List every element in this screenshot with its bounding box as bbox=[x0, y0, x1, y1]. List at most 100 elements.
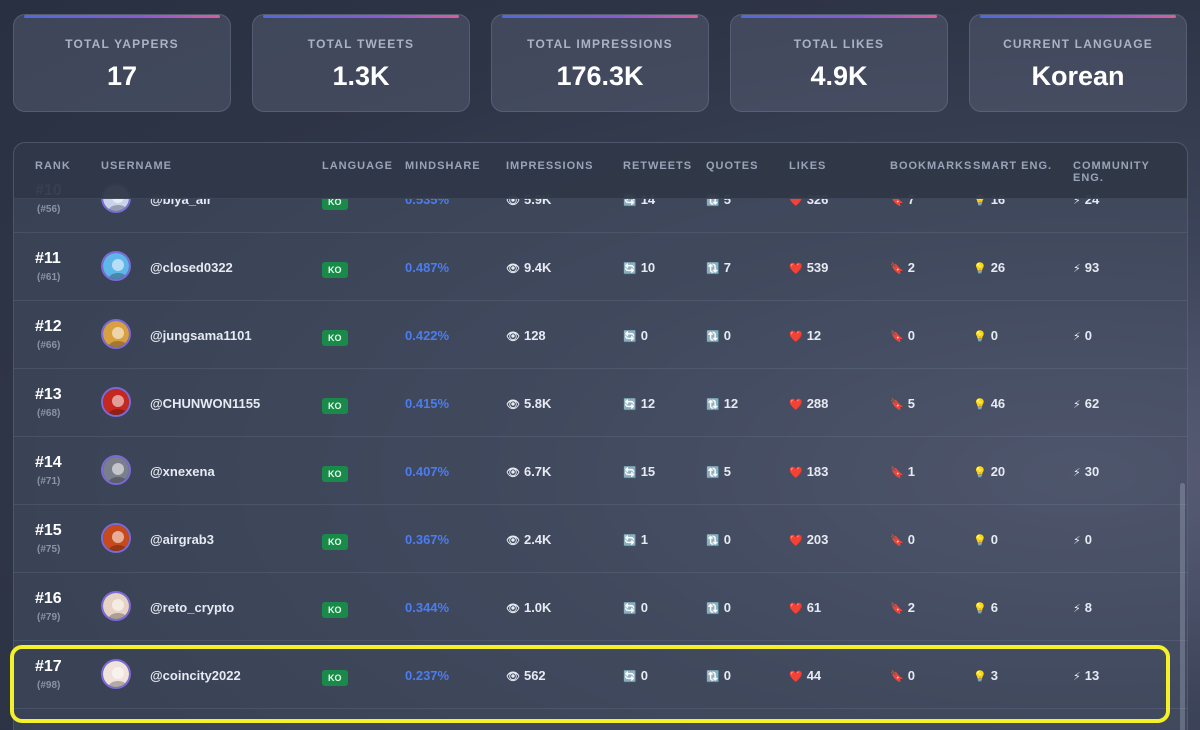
retweets-cell: 🔄 1 bbox=[623, 532, 648, 547]
column-header-community-line1: COMMUNITY bbox=[1073, 160, 1150, 172]
likes-cell-value: 539 bbox=[806, 260, 829, 275]
community-eng-cell: ⚡ 0 bbox=[1073, 532, 1092, 547]
stat-value: 17 bbox=[106, 61, 138, 91]
retweets-cell-value: 0 bbox=[640, 668, 648, 683]
smart-icon: 💡 bbox=[973, 467, 987, 479]
likes-cell: ❤️ 288 bbox=[789, 396, 828, 411]
community-eng-cell-value: 13 bbox=[1084, 668, 1100, 683]
column-header-likes[interactable]: LIKES bbox=[789, 160, 827, 172]
likes-cell-value: 44 bbox=[806, 668, 822, 683]
username-link[interactable]: @jungsama1101 bbox=[150, 328, 252, 343]
table-header: RANK USERNAME LANGUAGE MINDSHARE IMPRESS… bbox=[14, 143, 1187, 199]
impressions-icon: 👁 bbox=[506, 535, 520, 547]
table-row[interactable]: #13 (#68) @CHUNWON1155 KO 0.415% 👁 5.8K 🔄 12 🔃 12 ❤… bbox=[14, 369, 1187, 437]
likes-icon: ❤️ bbox=[789, 671, 803, 683]
retweets-cell: 🔄 0 bbox=[623, 668, 648, 683]
avatar[interactable] bbox=[101, 523, 131, 553]
smart-eng-cell: 💡 20 bbox=[973, 464, 1005, 479]
retweets-icon: 🔄 bbox=[623, 535, 637, 547]
global-rank-value: (#61) bbox=[37, 272, 61, 283]
username-link[interactable]: @reto_crypto bbox=[150, 600, 235, 615]
stat-card-total-likes: TOTAL LIKES 4.9K bbox=[730, 14, 948, 112]
quotes-cell-value: 0 bbox=[723, 668, 731, 683]
global-rank-value: (#98) bbox=[37, 680, 61, 691]
smart-eng-cell-value: 26 bbox=[990, 260, 1006, 275]
username-link[interactable]: @xnexena bbox=[150, 464, 215, 479]
column-header-smart-eng[interactable]: SMART ENG. bbox=[973, 160, 1053, 172]
smart-eng-cell-value: 6 bbox=[990, 600, 998, 615]
community-eng-cell: ⚡ 93 bbox=[1073, 260, 1099, 275]
column-header-community-eng[interactable]: COMMUNITY ENG. bbox=[1073, 160, 1150, 184]
language-badge: KO bbox=[322, 534, 348, 550]
smart-eng-cell-value: 20 bbox=[990, 464, 1006, 479]
column-header-quotes[interactable]: QUOTES bbox=[706, 160, 759, 172]
impressions-cell: 👁 2.4K bbox=[506, 532, 551, 547]
table-row[interactable]: #14 (#71) @xnexena KO 0.407% 👁 6.7K 🔄 15 🔃 5 ❤️ 183 🔖… bbox=[14, 437, 1187, 505]
avatar[interactable] bbox=[101, 455, 131, 485]
table-row[interactable]: #15 (#75) @airgrab3 KO 0.367% 👁 2.4K 🔄 1 🔃 0 ❤️ 203 🔖… bbox=[14, 505, 1187, 573]
retweets-icon: 🔄 bbox=[623, 467, 637, 479]
retweets-cell: 🔄 15 bbox=[623, 464, 655, 479]
avatar[interactable] bbox=[101, 251, 131, 281]
highlight-box bbox=[10, 645, 1170, 723]
table-row[interactable]: #11 (#61) @closed0322 KO 0.487% 👁 9.4K 🔄 10 🔃 7 ❤️ 5… bbox=[14, 233, 1187, 301]
username-link[interactable]: @airgrab3 bbox=[150, 532, 214, 547]
mindshare-value: 0.487% bbox=[405, 260, 450, 275]
language-badge: KO bbox=[322, 670, 348, 686]
impressions-cell: 👁 128 bbox=[506, 328, 546, 343]
impressions-icon: 👁 bbox=[506, 399, 520, 411]
bookmarks-cell-value: 5 bbox=[907, 396, 915, 411]
global-rank-value: (#68) bbox=[37, 408, 61, 419]
table-row[interactable]: #17 (#98) @coincity2022 KO 0.237% 👁 562 🔄 0 🔃 0 ❤️ 4… bbox=[14, 641, 1187, 709]
scrollbar-thumb[interactable] bbox=[1180, 483, 1185, 730]
impressions-cell-value: 5.8K bbox=[523, 396, 552, 411]
mindshare-value: 0.415% bbox=[405, 396, 450, 411]
impressions-icon: 👁 bbox=[506, 671, 520, 683]
bookmarks-cell: 🔖 0 bbox=[890, 532, 915, 547]
column-header-mindshare[interactable]: MINDSHARE bbox=[405, 160, 481, 172]
avatar[interactable] bbox=[101, 659, 131, 689]
quotes-icon: 🔃 bbox=[706, 263, 720, 275]
stat-card-total-yappers: TOTAL YAPPERS 17 bbox=[13, 14, 231, 112]
retweets-cell: 🔄 12 bbox=[623, 396, 655, 411]
stat-value: 1.3K bbox=[332, 61, 390, 91]
bookmarks-cell-value: 0 bbox=[907, 668, 915, 683]
community-eng-cell-value: 30 bbox=[1084, 464, 1100, 479]
community-eng-cell: ⚡ 30 bbox=[1073, 464, 1099, 479]
quotes-icon: 🔃 bbox=[706, 467, 720, 479]
column-header-username[interactable]: USERNAME bbox=[101, 160, 172, 172]
likes-cell-value: 203 bbox=[806, 532, 829, 547]
impressions-cell: 👁 9.4K bbox=[506, 260, 551, 275]
likes-icon: ❤️ bbox=[789, 399, 803, 411]
likes-icon: ❤️ bbox=[789, 467, 803, 479]
column-header-retweets[interactable]: RETWEETS bbox=[623, 160, 693, 172]
community-icon: ⚡ bbox=[1073, 399, 1081, 411]
retweets-icon: 🔄 bbox=[623, 263, 637, 275]
rank-value: #12 bbox=[35, 318, 62, 335]
column-header-language[interactable]: LANGUAGE bbox=[322, 160, 393, 172]
bookmarks-cell: 🔖 0 bbox=[890, 668, 915, 683]
avatar[interactable] bbox=[101, 591, 131, 621]
global-rank-value: (#71) bbox=[37, 476, 61, 487]
username-link[interactable]: @closed0322 bbox=[150, 260, 233, 275]
community-icon: ⚡ bbox=[1073, 331, 1081, 343]
quotes-icon: 🔃 bbox=[706, 399, 720, 411]
impressions-cell-value: 562 bbox=[523, 668, 546, 683]
bookmarks-icon: 🔖 bbox=[890, 467, 904, 479]
stat-value: 4.9K bbox=[810, 61, 868, 91]
table-row[interactable]: #12 (#66) @jungsama1101 KO 0.422% 👁 128 🔄 0 🔃 0 ❤️ 1… bbox=[14, 301, 1187, 369]
table-row[interactable]: #16 (#79) @reto_crypto KO 0.344% 👁 1.0K 🔄 0 🔃 0 ❤️ 6… bbox=[14, 573, 1187, 641]
username-link[interactable]: @coincity2022 bbox=[150, 668, 241, 683]
impressions-cell-value: 9.4K bbox=[523, 260, 552, 275]
column-header-rank[interactable]: RANK bbox=[35, 160, 71, 172]
column-header-impressions[interactable]: IMPRESSIONS bbox=[506, 160, 594, 172]
username-link[interactable]: @CHUNWON1155 bbox=[150, 396, 261, 411]
quotes-cell: 🔃 12 bbox=[706, 396, 738, 411]
community-icon: ⚡ bbox=[1073, 467, 1081, 479]
avatar[interactable] bbox=[101, 319, 131, 349]
smart-eng-cell: 💡 3 bbox=[973, 668, 998, 683]
stat-card-total-tweets: TOTAL TWEETS 1.3K bbox=[252, 14, 470, 112]
column-header-bookmarks[interactable]: BOOKMARKS bbox=[890, 160, 973, 172]
avatar[interactable] bbox=[101, 387, 131, 417]
likes-cell-value: 288 bbox=[806, 396, 829, 411]
